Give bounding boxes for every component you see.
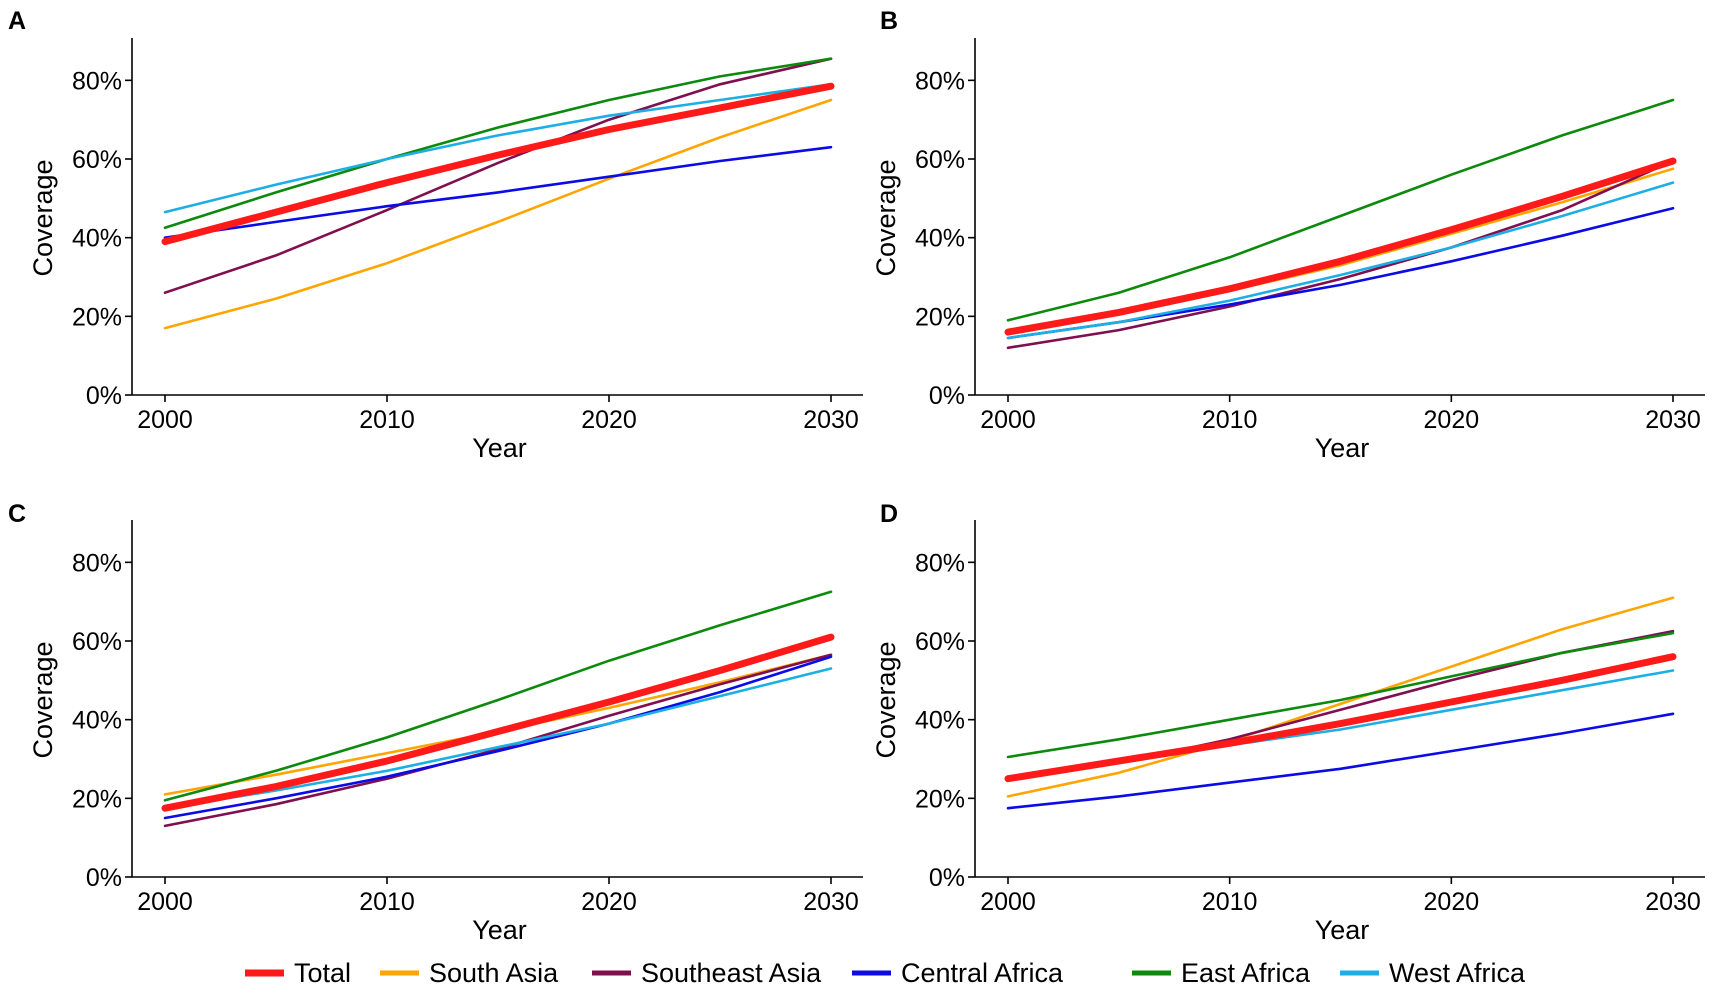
y-tick-label: 20% — [72, 785, 122, 813]
legend-label-total: Total — [294, 958, 351, 988]
panel-b: B 0% 20% 40% 60% 80% 2000 2010 2020 2030 Year Cover… — [871, 7, 1705, 463]
series-line-west-africa — [163, 83, 833, 214]
series-line-south-asia — [1006, 596, 1675, 798]
x-tick-label: 2000 — [980, 406, 1036, 434]
series-line-southeast-asia — [163, 653, 833, 828]
y-tick-label: 60% — [72, 146, 122, 174]
x-axis-title: Year — [1315, 433, 1370, 463]
series-line-east-africa — [163, 57, 833, 230]
panel-a: A 0% 20% 40% 60% 80% 2000 2010 2020 2030 Year Cover… — [8, 7, 863, 463]
x-axis-title: Year — [472, 433, 527, 463]
series-line-west-africa — [1006, 181, 1675, 340]
series-line-total — [161, 82, 835, 246]
y-axis-title: Coverage — [28, 641, 58, 758]
y-tick-label: 60% — [72, 628, 122, 656]
series-line-central-africa — [1006, 206, 1675, 340]
y-tick-label: 80% — [915, 549, 965, 577]
panel-letter: C — [8, 500, 26, 528]
series-line-total — [1004, 653, 1677, 783]
x-tick-label: 2010 — [1202, 888, 1258, 916]
y-tick-label: 60% — [915, 146, 965, 174]
x-tick-label: 2000 — [980, 888, 1036, 916]
panel-letter: B — [880, 7, 898, 35]
y-tick-label: 0% — [86, 864, 122, 892]
x-tick-label: 2030 — [1645, 888, 1701, 916]
series-line-central-africa — [163, 655, 833, 820]
series-line-east-africa — [163, 590, 833, 802]
y-tick-label: 0% — [929, 864, 965, 892]
panel-letter: D — [880, 500, 898, 528]
y-tick-label: 20% — [915, 303, 965, 331]
legend-label-south-asia: South Asia — [429, 958, 559, 988]
series-line-south-asia — [163, 98, 833, 330]
y-tick-label: 20% — [72, 303, 122, 331]
y-tick-label: 80% — [915, 67, 965, 95]
legend-label-central-africa: Central Africa — [901, 958, 1064, 988]
series-line-east-africa — [1006, 98, 1675, 322]
series-line-east-africa — [1006, 631, 1675, 759]
series-line-total — [1004, 157, 1677, 336]
legend-label-east-africa: East Africa — [1181, 958, 1311, 988]
x-axis-title: Year — [1315, 915, 1370, 945]
x-tick-label: 2010 — [359, 406, 415, 434]
x-tick-label: 2010 — [359, 888, 415, 916]
x-tick-label: 2020 — [1424, 888, 1480, 916]
series-line-southeast-asia — [1006, 159, 1675, 350]
y-tick-label: 20% — [915, 785, 965, 813]
y-tick-label: 40% — [915, 225, 965, 253]
x-tick-label: 2010 — [1202, 406, 1258, 434]
y-axis-title: Coverage — [871, 641, 901, 758]
series-line-total — [161, 633, 835, 812]
x-tick-label: 2030 — [1645, 406, 1701, 434]
x-tick-label: 2020 — [581, 888, 637, 916]
x-tick-label: 2020 — [1424, 406, 1480, 434]
series-line-central-africa — [163, 145, 833, 239]
y-tick-label: 80% — [72, 549, 122, 577]
x-tick-label: 2020 — [581, 406, 637, 434]
y-tick-label: 0% — [86, 382, 122, 410]
x-tick-label: 2030 — [803, 406, 859, 434]
panel-letter: A — [8, 7, 26, 35]
y-tick-label: 40% — [915, 707, 965, 735]
legend: Total South Asia Southeast Asia Central Afr… — [245, 958, 1526, 988]
y-tick-label: 40% — [72, 225, 122, 253]
series-line-southeast-asia — [163, 57, 833, 295]
panel-d: D 0% 20% 40% 60% 80% 2000 2010 2020 2030 Year Cover… — [871, 500, 1705, 945]
y-tick-label: 0% — [929, 382, 965, 410]
x-tick-label: 2000 — [137, 406, 193, 434]
legend-label-southeast-asia: Southeast Asia — [641, 958, 822, 988]
series-line-west-africa — [163, 667, 833, 810]
series-line-central-africa — [1006, 712, 1675, 810]
y-axis-title: Coverage — [871, 159, 901, 276]
x-tick-label: 2000 — [137, 888, 193, 916]
legend-label-west-africa: West Africa — [1389, 958, 1526, 988]
y-axis-title: Coverage — [28, 159, 58, 276]
panel-c: C 0% 20% 40% 60% 80% 2000 2010 2020 2030 Year Cover… — [8, 500, 863, 945]
y-tick-label: 40% — [72, 707, 122, 735]
y-tick-label: 80% — [72, 67, 122, 95]
y-tick-label: 60% — [915, 628, 965, 656]
x-tick-label: 2030 — [803, 888, 859, 916]
x-axis-title: Year — [472, 915, 527, 945]
